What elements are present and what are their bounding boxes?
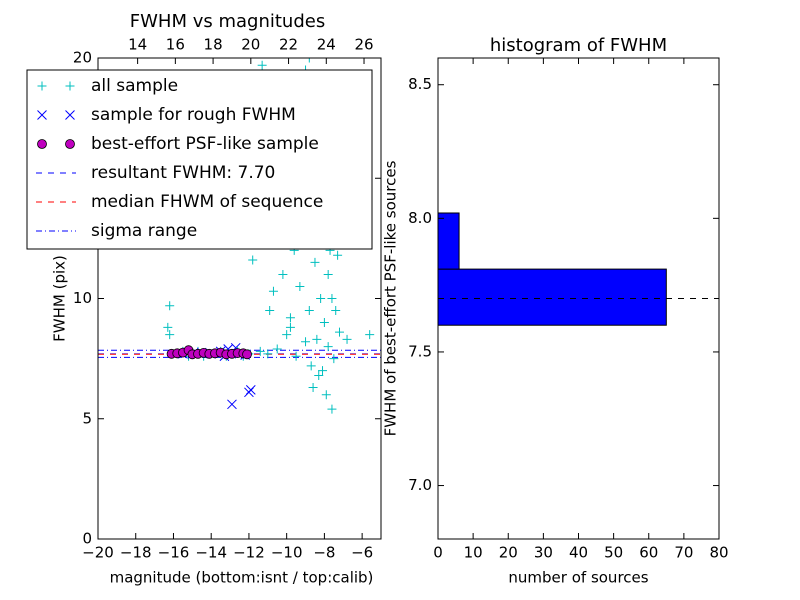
point: [331, 306, 341, 316]
point: [327, 404, 337, 414]
x-tick-label: 10: [464, 544, 483, 562]
legend-label: resultant FWHM: 7.70: [91, 163, 275, 183]
point: [308, 382, 318, 392]
point: [268, 286, 278, 296]
point: [321, 390, 331, 400]
point: [244, 387, 254, 398]
point: [278, 269, 288, 279]
x2-tick-label: 14: [128, 36, 147, 54]
y-tick-label: 7.5: [408, 342, 432, 360]
point: [327, 294, 337, 303]
x-tick-label: −6: [351, 544, 373, 562]
x-tick-label: −10: [271, 544, 303, 562]
point: [318, 366, 328, 376]
x-tick-label: −14: [195, 544, 227, 562]
y-tick-label: 5: [82, 409, 92, 427]
bar: [438, 268, 667, 326]
legend-marker: [65, 110, 75, 120]
point: [272, 344, 282, 354]
y-tick-label: 10: [73, 289, 92, 307]
y-tick-label: 20: [73, 49, 92, 67]
y-axis-label: FWHM of best-effort PSF-like sources: [382, 160, 400, 436]
point: [319, 318, 329, 328]
x-tick-label: 70: [674, 544, 693, 562]
point: [163, 322, 173, 332]
point: [334, 327, 344, 337]
point: [310, 257, 320, 267]
x2-tick-label: 18: [204, 36, 223, 54]
legend-label: sigma range: [91, 221, 197, 241]
point: [304, 306, 314, 316]
point: [242, 349, 252, 360]
bar: [438, 212, 460, 270]
x-tick-label: −18: [120, 544, 152, 562]
x2-tick-label: 20: [241, 36, 260, 54]
x-tick-label: 50: [604, 544, 623, 562]
x2-tick-label: 22: [279, 36, 298, 54]
x-tick-label: 20: [499, 544, 518, 562]
point: [165, 301, 175, 311]
x2-tick-label: 16: [166, 36, 185, 54]
x-tick-label: 0: [433, 544, 443, 562]
legend-label: sample for rough FWHM: [91, 105, 296, 125]
point: [365, 330, 375, 340]
legend-box: [26, 69, 373, 250]
x-axis-label: number of sources: [508, 569, 648, 587]
x-tick-label: 80: [709, 544, 728, 562]
y-tick-label: 8.0: [408, 209, 432, 227]
legend-marker: [37, 139, 47, 149]
point: [291, 351, 301, 361]
point: [306, 361, 316, 371]
y-axis-label: FWHM (pix): [51, 255, 69, 342]
x2-tick-label: 26: [354, 36, 373, 54]
point: [323, 269, 333, 279]
point: [316, 294, 326, 303]
point: [285, 313, 295, 323]
point: [304, 58, 314, 63]
overlay: −20 −18 −16 −14 −12 −10 −8 −6 14 16 18 20 22 24 26 0 5 10…: [26, 11, 729, 587]
legend-label: best-effort PSF-like sample: [91, 134, 319, 154]
chart-title: FWHM vs magnitudes: [130, 11, 325, 32]
point: [282, 330, 292, 340]
point: [263, 349, 273, 359]
legend-label: all sample: [91, 76, 178, 96]
point: [295, 281, 305, 291]
legend-marker: [37, 81, 47, 91]
point: [257, 60, 267, 70]
point: [329, 354, 339, 364]
legend-marker: [65, 81, 75, 91]
y-tick-label: 0: [82, 530, 92, 548]
point: [165, 330, 175, 340]
point: [248, 255, 258, 265]
point: [333, 250, 343, 260]
point: [255, 346, 265, 356]
x-axis-label: magnitude (bottom:isnt / top:calib): [110, 569, 374, 587]
point: [314, 370, 324, 380]
x-tick-label: −8: [313, 544, 335, 562]
point: [285, 322, 295, 332]
chart-title: histogram of FWHM: [490, 35, 667, 56]
point: [301, 337, 311, 347]
point: [312, 334, 322, 344]
x-tick-label: −20: [82, 544, 114, 562]
x-tick-label: −12: [233, 544, 265, 562]
y-tick-label: 7.0: [408, 476, 432, 494]
y-tick-label: 8.5: [408, 75, 432, 93]
x-tick-label: 60: [639, 544, 658, 562]
legend-marker: [37, 110, 47, 120]
point: [265, 306, 275, 316]
x-tick-label: 40: [569, 544, 588, 562]
legend-label: median FHWM of sequence: [91, 192, 323, 212]
x-tick-label: −16: [158, 544, 190, 562]
x2-tick-label: 24: [317, 36, 336, 54]
x-tick-label: 30: [534, 544, 553, 562]
legend-marker: [65, 139, 75, 149]
point: [342, 334, 352, 344]
plot-area-right: [438, 212, 667, 326]
point: [227, 399, 237, 410]
point: [323, 342, 333, 352]
legend: all sample sample for rough FWHM best-effo…: [26, 69, 373, 250]
